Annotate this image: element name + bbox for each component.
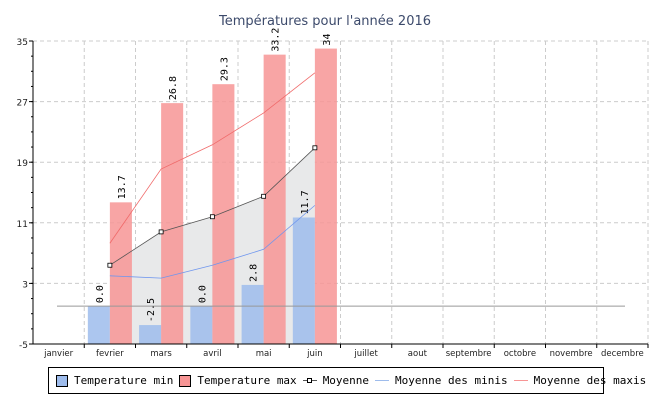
x-tick-label: octobre — [504, 349, 536, 359]
bar-max — [263, 54, 286, 344]
legend-label: Temperature max — [197, 374, 297, 387]
data-label-min: -2.5 — [146, 298, 157, 322]
y-tick-label: -5 — [19, 341, 28, 351]
data-label-max: 33.2 — [271, 28, 282, 52]
legend-line-moy-min — [375, 380, 390, 381]
chart-title: Températures pour l'année 2016 — [218, 14, 432, 29]
data-label-max: 34 — [322, 34, 333, 46]
legend-swatch-max — [179, 374, 192, 387]
bar-max — [109, 202, 132, 344]
legend-item-moy-max: Moyenne des maxis — [513, 374, 647, 387]
y-tick-label: 35 — [17, 38, 28, 48]
bar-max — [212, 84, 235, 345]
line-moyenne-maxis — [109, 72, 316, 244]
data-label-max: 13.7 — [117, 175, 128, 199]
legend-label: Moyenne — [322, 374, 370, 387]
legend-label: Moyenne des minis — [395, 374, 508, 387]
bar-min — [241, 284, 264, 344]
y-tick-label: 3 — [22, 280, 28, 290]
legend-item-moyenne: Moyenne — [302, 374, 370, 387]
x-tick-label: janvier — [43, 349, 74, 359]
moyenne-marker — [107, 262, 113, 268]
chart: 35 27 19 11 3 -5 0.0 -2.5 0.0 2.8 11.7 13.7 26.8 29.3… — [17, 28, 649, 359]
x-tick-label: novembre — [550, 349, 593, 359]
data-label-min: 0.0 — [197, 285, 208, 303]
data-label-min: 0.0 — [95, 285, 106, 303]
x-tick-label: fevrier — [96, 349, 124, 359]
x-tick-label: juin — [306, 349, 323, 359]
x-tick-label: aout — [408, 349, 428, 359]
data-label-min: 11.7 — [300, 190, 311, 214]
bar-max — [314, 48, 337, 344]
legend-line-moy-max — [513, 380, 528, 381]
bar-max — [161, 103, 184, 345]
moyenne-marker — [312, 145, 318, 151]
data-label-max: 26.8 — [168, 76, 179, 100]
legend-item-moy-min: Moyenne des minis — [375, 374, 508, 387]
moyenne-marker — [209, 214, 215, 220]
legend-line-moyenne — [302, 378, 317, 383]
moyenne-marker — [158, 229, 164, 235]
legend-item-min: Temperature min — [56, 374, 173, 387]
x-tick-label: juillet — [353, 349, 378, 359]
bar-min — [87, 306, 110, 344]
x-tick-label: mars — [150, 349, 172, 359]
legend-label: Moyenne des maxis — [533, 374, 647, 387]
data-label-max: 29.3 — [219, 57, 230, 81]
x-tick-label: septembre — [446, 349, 492, 359]
legend: Temperature min Temperature max Moyenne … — [48, 367, 646, 394]
x-tick-label: mai — [256, 349, 272, 359]
y-tick-label: 11 — [17, 220, 28, 230]
y-tick-label: 19 — [17, 159, 29, 169]
bar-min — [190, 306, 213, 344]
bar-min — [139, 325, 162, 344]
legend-swatch-min — [56, 374, 68, 387]
line-moyenne-minis — [109, 205, 316, 279]
y-tick-label: 27 — [17, 99, 28, 109]
legend-label: Temperature min — [74, 374, 174, 387]
data-label-min: 2.8 — [249, 264, 260, 282]
x-tick-label: decembre — [601, 349, 644, 359]
x-tick-label: avril — [203, 349, 221, 359]
bar-min — [292, 217, 315, 344]
legend-item-max: Temperature max — [179, 374, 297, 387]
moyenne-marker — [261, 193, 267, 199]
